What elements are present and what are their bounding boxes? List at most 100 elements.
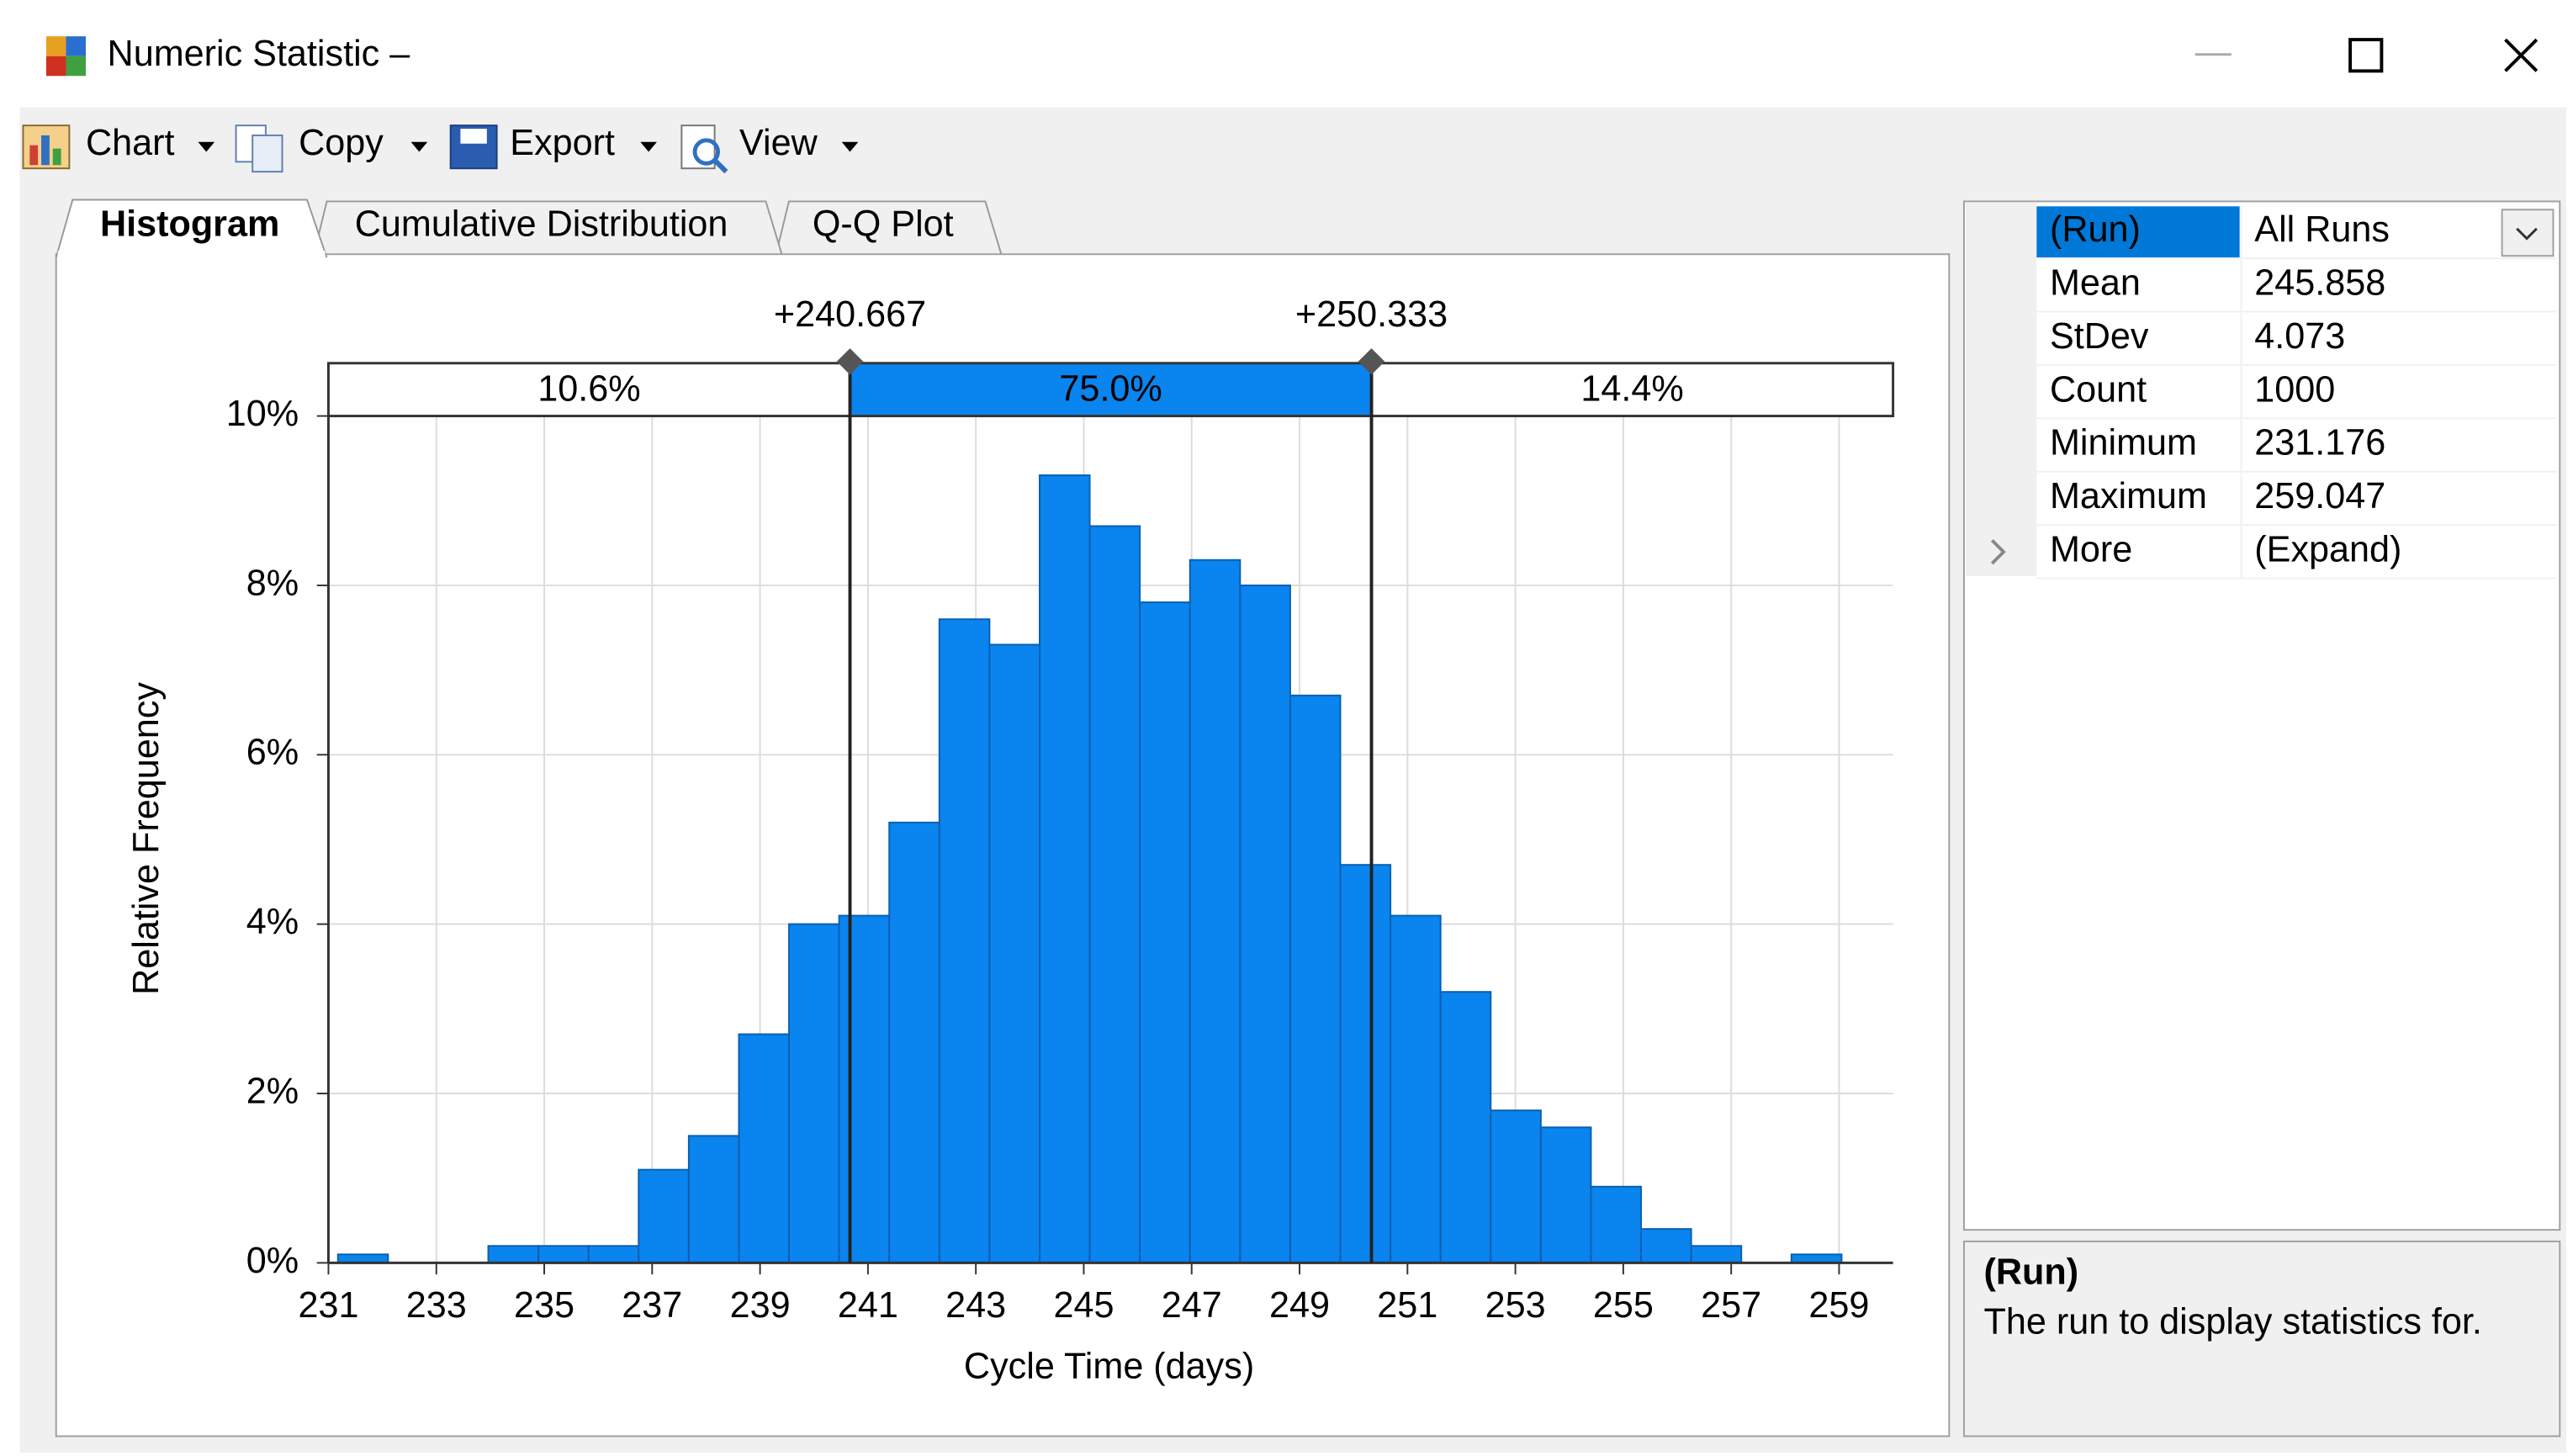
property-name: Mean [2050,263,2141,304]
x-tick-label: 253 [1485,1285,1546,1326]
property-name: Maximum [2050,476,2207,516]
x-tick-label: 247 [1162,1285,1222,1326]
bar [587,1245,640,1264]
bar [838,914,891,1264]
dropdown-chevron [2516,227,2538,241]
bar [1439,991,1492,1264]
percentile-handle[interactable] [836,348,864,375]
bar [738,1033,791,1264]
bar [1490,1109,1542,1264]
segment-label: 75.0% [1059,369,1162,410]
bar [1640,1228,1692,1264]
bar [1390,914,1442,1264]
bar [1790,1253,1843,1264]
view-menu[interactable]: View [739,123,818,163]
dropdown-button[interactable] [2501,209,2554,257]
bar [1039,474,1091,1264]
property-name: StDev [2050,316,2149,357]
close-button[interactable] [2504,38,2539,72]
tab-join [57,251,326,260]
bar [788,923,840,1264]
x-tick-label: 245 [1053,1285,1114,1326]
bar [537,1245,590,1264]
bar [1239,584,1291,1264]
percentile-label: +240.667 [774,294,926,335]
description-panel [1962,1240,2561,1437]
percentile-segment [849,362,1374,418]
window-title: Numeric Statistic – [108,34,410,74]
bar [1539,1126,1592,1264]
maximize-button[interactable] [2348,38,2384,73]
tab[interactable] [775,200,1003,257]
bar [336,1253,389,1264]
y-tick-label: 0% [246,1241,299,1281]
copy-icon [235,124,283,173]
x-tick-label: 243 [945,1285,1006,1326]
dropdown-arrow[interactable] [410,141,428,152]
chart-menu[interactable]: Chart [86,123,175,163]
x-axis-title: Cycle Time (days) [964,1346,1254,1386]
y-tick-label: 10% [226,394,299,434]
property-name: Minimum [2050,423,2197,463]
percentile-segment [326,362,852,418]
description-text: The run to display statistics for. [1984,1301,2482,1342]
tab-label[interactable]: Q-Q Plot [813,204,954,244]
view-icon [680,124,728,174]
export-icon [449,124,498,170]
bar [687,1135,740,1264]
x-tick-label: 237 [622,1285,682,1326]
dropdown-arrow[interactable] [198,141,215,152]
y-tick-label: 4% [246,902,299,942]
chart-icon [22,124,71,170]
property-value: 1000 [2254,369,2335,410]
bar [1289,694,1342,1264]
tab-label[interactable]: Histogram [100,204,279,244]
property-value: 4.073 [2254,316,2345,357]
percentile-label: +250.333 [1295,294,1448,335]
export-menu[interactable]: Export [510,123,615,163]
x-tick-label: 251 [1377,1285,1437,1326]
bar [638,1168,690,1264]
x-tick-label: 257 [1701,1285,1761,1326]
x-tick-label: 233 [406,1285,467,1326]
y-tick-label: 6% [246,733,299,773]
expand-chevron[interactable] [1990,538,2006,565]
dropdown-arrow[interactable] [841,141,859,152]
percentile-handle[interactable] [1358,348,1385,375]
x-tick-label: 249 [1269,1285,1330,1326]
property-value: 245.858 [2254,263,2385,304]
property-name: Count [2050,369,2147,410]
dropdown-arrow[interactable] [640,141,657,152]
tab-label[interactable]: Cumulative Distribution [355,204,728,244]
active-tab[interactable] [55,199,328,258]
selected-cell [2036,206,2240,258]
tab[interactable] [312,200,784,257]
bar [888,821,940,1264]
y-tick-label: 8% [246,563,299,603]
x-tick-label: 239 [730,1285,791,1326]
x-tick-label: 259 [1808,1285,1869,1326]
segment-label: 14.4% [1580,369,1683,410]
description-title: (Run) [1984,1252,2079,1293]
x-tick-label: 231 [298,1285,358,1326]
property-value: 231.176 [2254,423,2385,463]
bar [1690,1245,1743,1264]
y-axis-title: Relative Frequency [126,682,167,995]
property-name: More [2050,529,2132,569]
x-tick-label: 235 [514,1285,574,1326]
percentile-segment [1370,362,1895,418]
bar [1339,864,1392,1264]
property-value: (Expand) [2254,529,2401,569]
bar [487,1245,540,1264]
property-value: 259.047 [2254,476,2385,516]
bar [988,643,1040,1264]
bar [1088,525,1141,1264]
y-tick-label: 2% [246,1071,299,1111]
x-tick-label: 241 [838,1285,898,1326]
property-margin [1965,203,2037,576]
bar [1189,559,1241,1264]
copy-menu[interactable]: Copy [299,123,384,163]
property-value: All Runs [2254,209,2390,250]
property-name: (Run) [2050,209,2141,250]
x-tick-label: 255 [1593,1285,1654,1326]
